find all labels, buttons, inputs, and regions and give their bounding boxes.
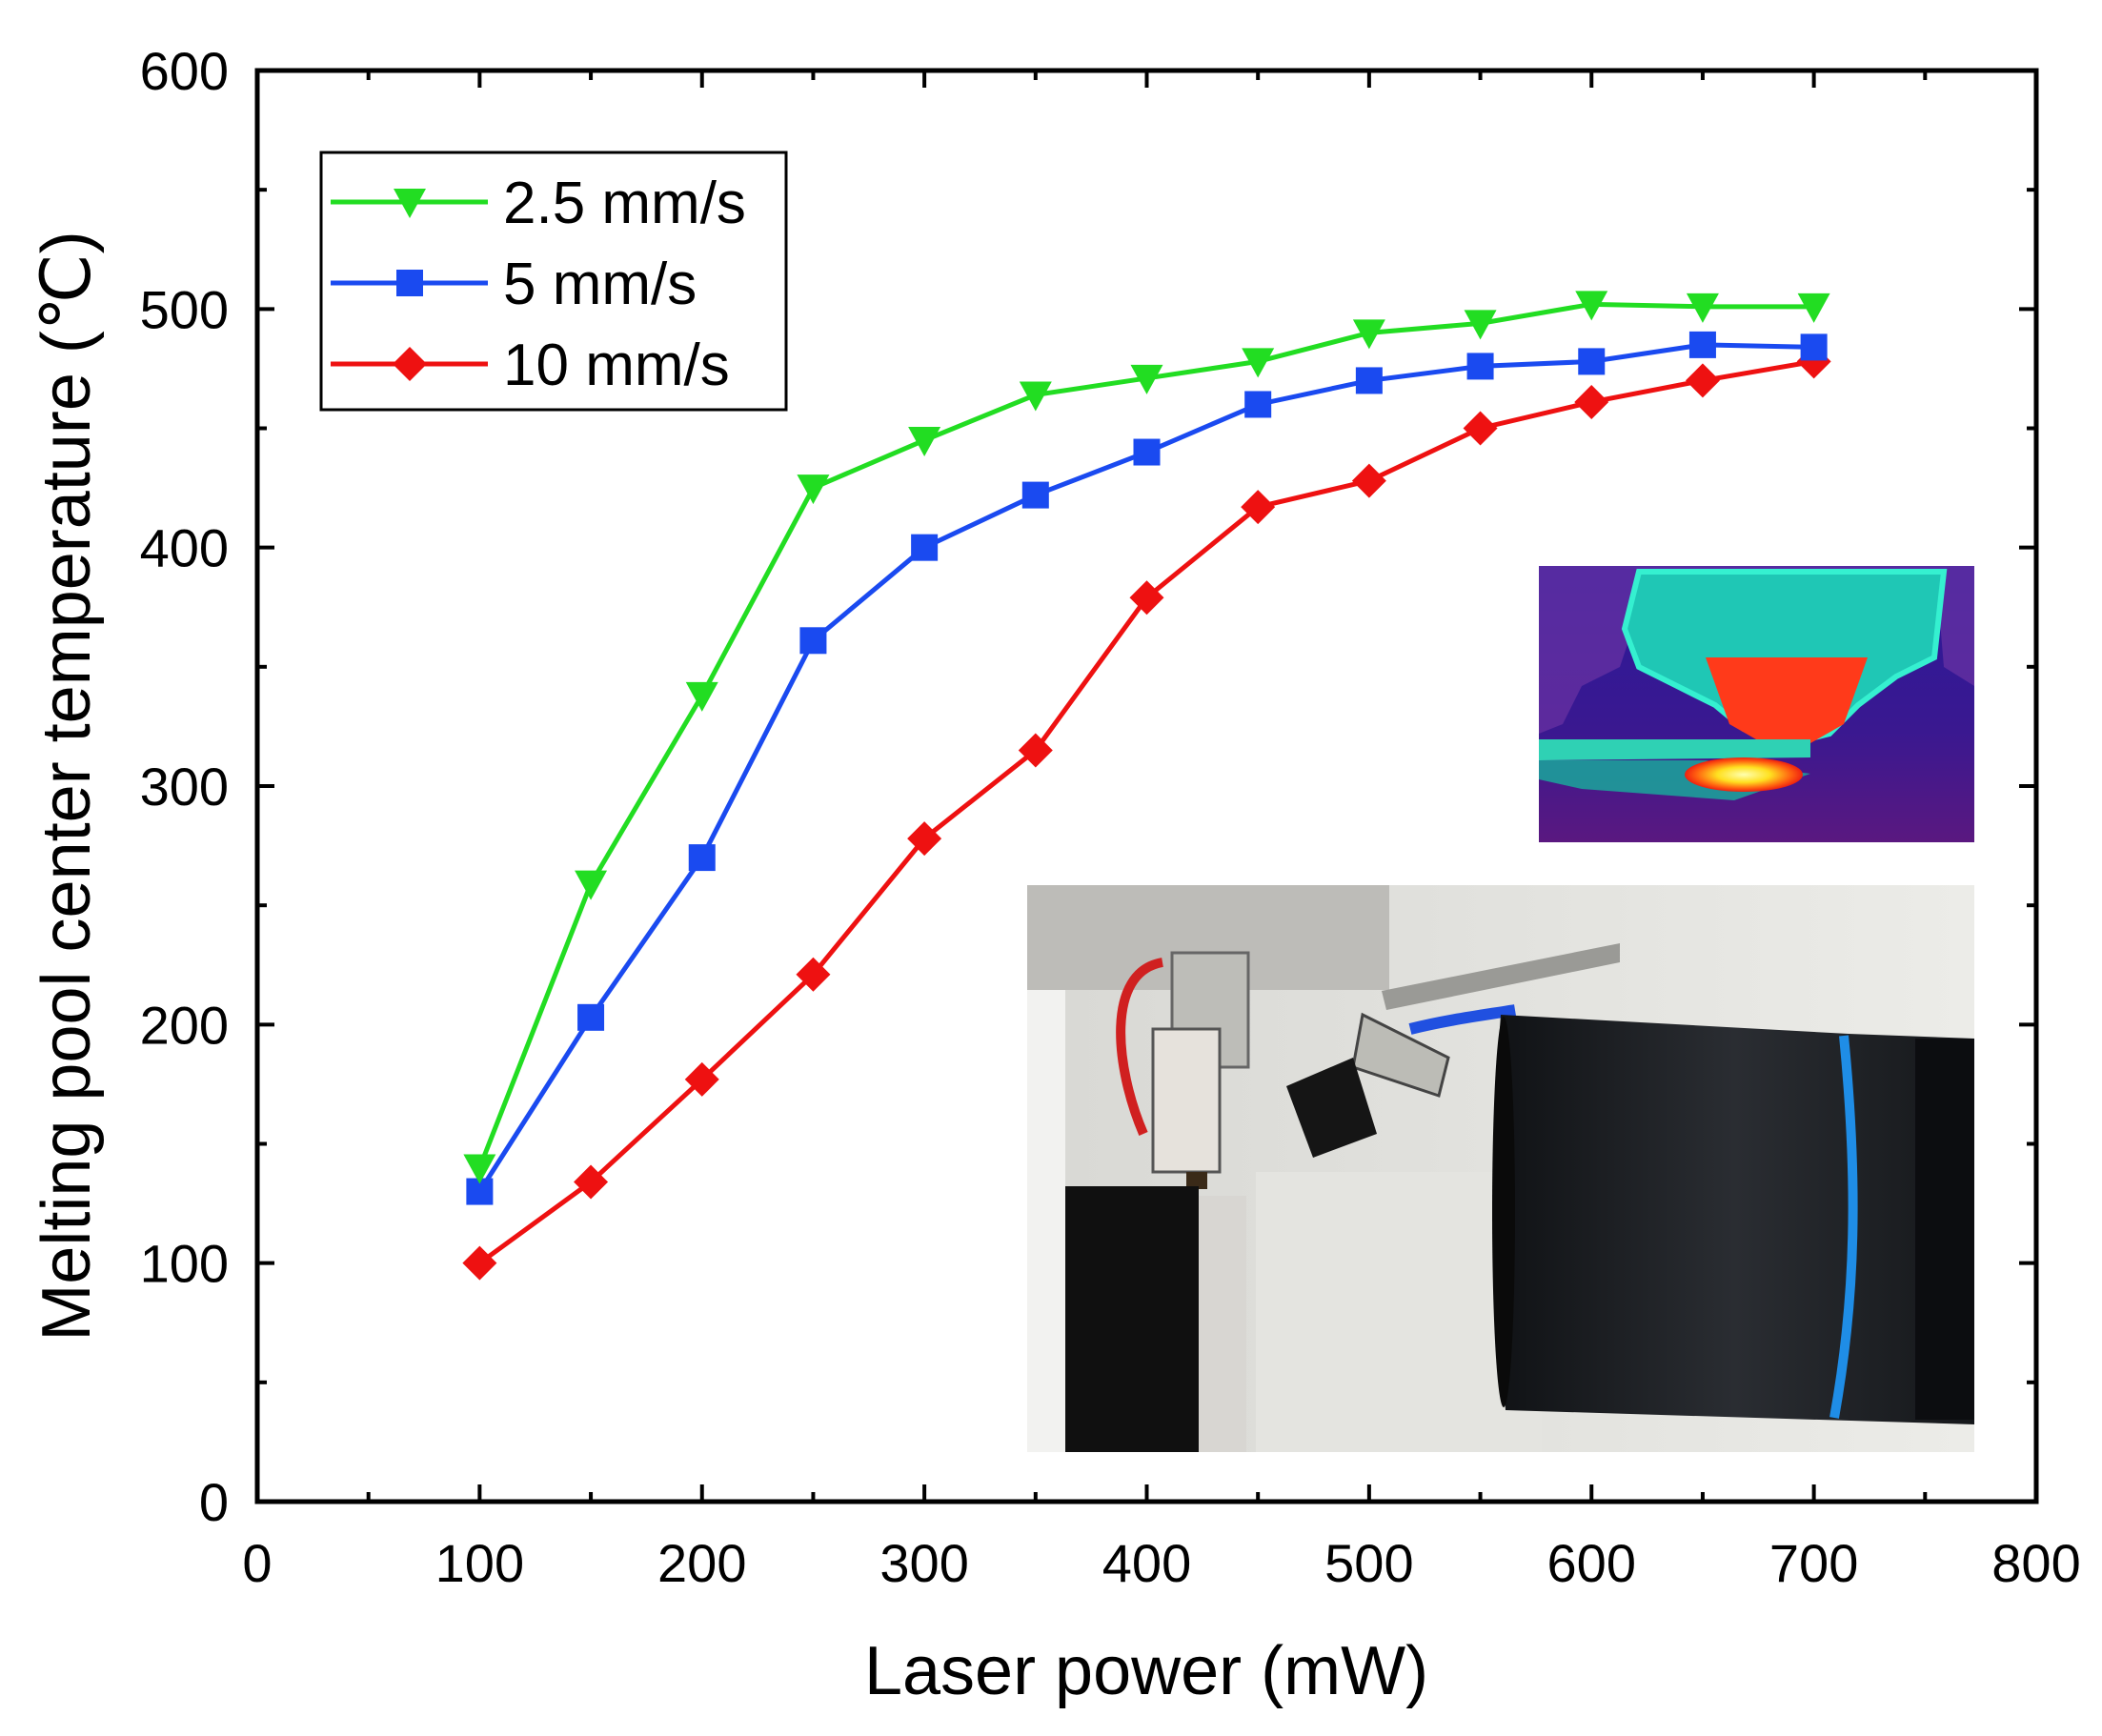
y-tick-label: 0	[199, 1472, 229, 1532]
x-tick-label: 700	[1769, 1533, 1858, 1593]
data-point	[799, 627, 827, 655]
data-point	[575, 870, 608, 900]
x-tick-label: 300	[879, 1533, 968, 1593]
x-tick-label: 500	[1324, 1533, 1413, 1593]
data-point	[1133, 438, 1161, 466]
data-point	[1355, 367, 1383, 394]
data-point	[688, 844, 716, 872]
data-point	[1797, 293, 1830, 323]
x-tick-label: 800	[1991, 1533, 2080, 1593]
data-point	[797, 474, 830, 505]
data-point	[1686, 293, 1719, 323]
data-point	[1351, 463, 1386, 498]
y-tick-label: 100	[140, 1234, 229, 1294]
data-point	[1021, 481, 1049, 509]
axis-ticks	[255, 69, 2038, 1504]
legend-label: 10 mm/s	[503, 333, 730, 398]
data-point	[1688, 331, 1716, 358]
data-point	[796, 957, 831, 992]
data-point	[462, 1245, 497, 1281]
legend: 2.5 mm/s 5 mm/s 10 mm/s	[319, 151, 788, 412]
data-point	[1685, 363, 1720, 398]
y-tick-label: 600	[140, 41, 229, 101]
axis-tick-labels: 0 100 200 300 400 500 600 700 800 0 100 200 300 400 50…	[140, 41, 2081, 1593]
data-point	[908, 427, 941, 457]
data-point	[911, 534, 939, 561]
data-point	[1575, 291, 1608, 321]
x-tick-label: 200	[657, 1533, 746, 1593]
data-point	[1244, 391, 1272, 418]
x-axis-title: Laser power (mW)	[864, 1633, 1428, 1709]
data-point	[1574, 384, 1609, 419]
legend-marker	[393, 347, 427, 381]
setup-photo-inset-image	[1027, 885, 1974, 1452]
data-point	[1242, 348, 1275, 378]
data-point	[1130, 364, 1163, 394]
x-tick-label: 600	[1547, 1533, 1636, 1593]
data-point	[1241, 490, 1276, 525]
thermal-inset-image	[1539, 566, 1974, 842]
data-point	[1352, 319, 1385, 350]
legend-marker	[394, 189, 426, 218]
data-point	[1129, 580, 1164, 616]
data-point	[577, 1003, 605, 1031]
data-point	[574, 1164, 609, 1200]
data-point	[907, 821, 942, 857]
legend-label: 2.5 mm/s	[503, 171, 746, 236]
data-point	[1464, 310, 1497, 340]
data-point	[1466, 353, 1494, 380]
y-axis-title: Melting pool center temperature (℃)	[29, 231, 105, 1341]
y-tick-label: 500	[140, 279, 229, 339]
data-point	[1019, 381, 1052, 412]
y-tick-label: 300	[140, 757, 229, 817]
x-tick-label: 400	[1102, 1533, 1191, 1593]
data-point	[1800, 333, 1828, 361]
data-point	[1578, 348, 1606, 375]
legend-marker	[396, 270, 423, 296]
data-point	[1463, 411, 1498, 446]
y-tick-label: 200	[140, 995, 229, 1055]
data-point	[463, 1154, 496, 1184]
y-tick-label: 400	[140, 518, 229, 578]
series-markers	[462, 291, 1831, 1281]
data-point	[684, 1061, 719, 1097]
x-tick-label: 0	[242, 1533, 272, 1593]
legend-label: 5 mm/s	[503, 252, 697, 317]
data-point	[685, 681, 718, 712]
data-point	[1018, 733, 1053, 768]
x-tick-label: 100	[435, 1533, 524, 1593]
